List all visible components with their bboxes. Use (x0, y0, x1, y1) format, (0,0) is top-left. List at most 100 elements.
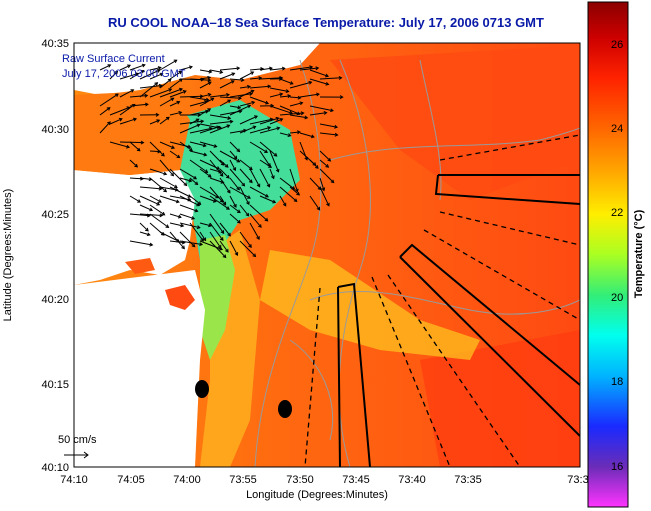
current-vector (159, 97, 174, 107)
scale-arrow-label: 50 cm/s (58, 434, 97, 446)
current-vector (179, 177, 192, 182)
current-vector-head (127, 64, 131, 69)
x-tick-label: 73:50 (286, 474, 314, 486)
y-tick-label: 40:15 (41, 379, 69, 391)
current-vector-head (165, 116, 170, 121)
current-vector (169, 186, 191, 198)
x-tick-label: 73:40 (398, 474, 426, 486)
current-vector-head (140, 70, 145, 74)
current-vector (129, 159, 138, 168)
current-vector (159, 141, 175, 149)
current-vector (179, 66, 193, 71)
current-vector (199, 81, 212, 89)
bathymetry-contour (329, 127, 580, 161)
current-vector-head (225, 248, 229, 253)
current-vector (219, 195, 227, 206)
current-vector-head (189, 147, 193, 152)
current-vector (149, 177, 167, 192)
current-vector (149, 88, 172, 98)
current-vector (239, 101, 255, 107)
current-vector-head (325, 73, 330, 78)
current-vector (119, 73, 139, 80)
current-vector-head (219, 70, 224, 74)
current-vector (169, 90, 187, 98)
current-vector (139, 222, 149, 232)
current-vector (159, 116, 170, 125)
current-vector (259, 67, 273, 71)
figure-title: RU COOL NOAA–18 Sea Surface Temperature:… (108, 15, 544, 30)
current-vector-head (276, 126, 281, 131)
solid-track (399, 256, 580, 437)
current-vector (149, 195, 162, 203)
dashed-track (304, 287, 321, 467)
current-vector-head (107, 64, 112, 68)
current-vector (119, 89, 134, 98)
station-marker (195, 380, 209, 398)
current-vector-head (174, 187, 179, 192)
current-vector-head (264, 217, 269, 222)
current-vector-head (196, 123, 201, 128)
current-vector-head (126, 144, 131, 149)
current-vector (119, 103, 136, 116)
current-vector (219, 72, 235, 80)
current-vector (309, 195, 321, 211)
current-vector (209, 120, 233, 125)
current-vector-head (232, 167, 237, 172)
current-vector-head (136, 147, 141, 152)
current-vector-head (200, 119, 205, 124)
current-vector (109, 106, 130, 116)
current-vector (189, 159, 208, 173)
current-vector (149, 150, 161, 153)
current-vector (189, 222, 204, 242)
current-vector-head (308, 80, 313, 85)
current-vector-head (144, 93, 149, 98)
current-vector (209, 168, 222, 173)
current-vector (199, 240, 223, 250)
current-vector-head (267, 84, 272, 89)
current-vector-head (212, 198, 217, 203)
current-vector (139, 85, 162, 89)
current-vector-head (106, 107, 111, 111)
current-vector (209, 124, 230, 134)
current-vector (229, 105, 241, 109)
current-vector-head (282, 202, 287, 207)
current-vector (289, 114, 308, 119)
current-vector-head (266, 183, 271, 188)
current-vector (189, 100, 208, 107)
current-vector (309, 78, 329, 85)
current-vector-head (213, 144, 218, 148)
current-vector (149, 213, 169, 228)
current-vector (179, 222, 200, 229)
current-vector-head (222, 201, 227, 206)
current-vector-head (194, 208, 199, 213)
y-axis-label: Latitude (Degrees:Minutes) (2, 189, 14, 322)
current-vector (159, 88, 183, 98)
current-vector (149, 73, 163, 80)
current-vector (289, 168, 298, 192)
current-vector (129, 64, 146, 71)
current-vector-head (196, 225, 201, 230)
current-vector-head (250, 71, 255, 75)
x-tick-label: 73:35 (454, 474, 482, 486)
current-vector (289, 96, 301, 99)
current-vector-head (275, 116, 280, 121)
current-vector (259, 159, 272, 168)
overlay-line-2: July 17, 2006 03:00 GMT (62, 68, 186, 80)
current-vector (289, 81, 312, 89)
current-vector (149, 67, 161, 71)
land-mass (74, 270, 205, 467)
solid-track (399, 243, 580, 386)
current-vector-head (156, 201, 161, 206)
current-vector-head (158, 186, 163, 191)
current-vector (259, 141, 278, 157)
scale-arrow (64, 451, 89, 459)
colorbar-tick: 24 (611, 123, 623, 135)
current-vector-head (183, 182, 188, 187)
current-vector-head (258, 76, 263, 81)
current-vector (129, 70, 145, 80)
current-vector-head (178, 70, 183, 75)
current-vector (149, 119, 160, 125)
current-vector-head (334, 132, 339, 137)
current-vector-head (188, 178, 193, 183)
current-vector (229, 159, 236, 171)
